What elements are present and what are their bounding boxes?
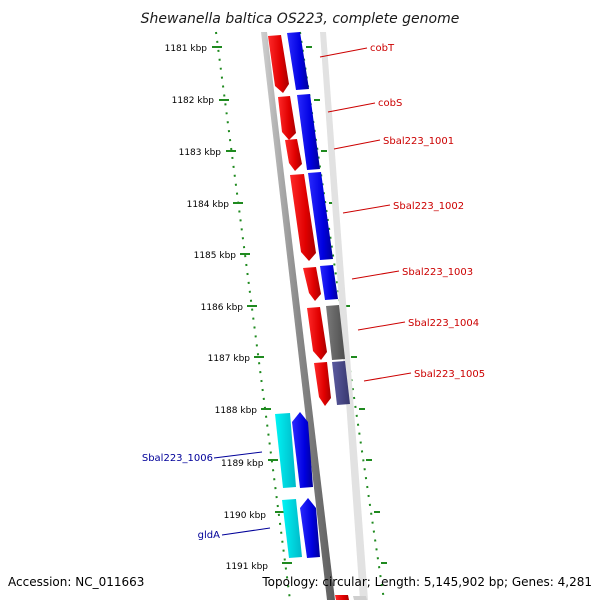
- leader-gldA: [221, 527, 271, 536]
- ruler-right-line: [299, 31, 385, 600]
- ruler-label: 1181 kbp: [165, 44, 208, 54]
- gene-Sbal223_1005-feature[interactable]: [314, 362, 331, 406]
- cog-gldA-feature[interactable]: [300, 498, 320, 558]
- ruler-label: 1190 kbp: [224, 511, 267, 521]
- gene-Sbal223_1003-feature[interactable]: [303, 267, 321, 301]
- ruler-label: 1187 kbp: [208, 354, 251, 364]
- gene-Sbal223_1006-feature[interactable]: [275, 413, 296, 488]
- ruler-label: 1183 kbp: [179, 148, 222, 158]
- gene-bottom-feature[interactable]: [335, 595, 349, 600]
- cog-track: [287, 32, 367, 600]
- ruler-label: 1188 kbp: [215, 406, 258, 416]
- forward-genes: [268, 35, 349, 600]
- leader-Sbal223_1003: [351, 270, 400, 280]
- gene-label-cobT[interactable]: cobT: [370, 43, 395, 54]
- ruler-label: 1189 kbp: [221, 459, 264, 469]
- cog-cobS-feature[interactable]: [297, 94, 320, 170]
- gene-Sbal223_1004-feature[interactable]: [307, 307, 327, 360]
- leader-cobS: [327, 102, 376, 113]
- label-leaders: [213, 47, 412, 536]
- ruler-label: 1182 kbp: [172, 96, 215, 106]
- cog-Sbal223_1003-feature[interactable]: [320, 265, 338, 300]
- cog-Sbal223_1002-feature[interactable]: [308, 172, 333, 260]
- ruler-label: 1191 kbp: [226, 562, 269, 572]
- gene-Sbal223_1001-feature[interactable]: [285, 139, 302, 171]
- leader-Sbal223_1004: [357, 321, 406, 331]
- leader-Sbal223_1006: [213, 451, 263, 459]
- genome-backbone: [261, 32, 368, 600]
- gene-label-gldA[interactable]: gldA: [198, 530, 220, 541]
- cog-cobT-feature[interactable]: [287, 32, 309, 90]
- cog-bottom-feature[interactable]: [353, 596, 367, 600]
- gene-cobS-feature[interactable]: [278, 96, 296, 140]
- gene-label-Sbal223_1001[interactable]: Sbal223_1001: [383, 136, 454, 147]
- gene-label-Sbal223_1003[interactable]: Sbal223_1003: [402, 267, 473, 278]
- ruler-left-line: [215, 31, 291, 600]
- leader-Sbal223_1005: [363, 372, 412, 382]
- leader-cobT: [319, 47, 368, 58]
- cog-Sbal223_1005-feature[interactable]: [332, 361, 350, 405]
- reverse-genes: [275, 413, 302, 558]
- gene-Sbal223_1002-feature[interactable]: [290, 174, 316, 261]
- gene-cobT-feature[interactable]: [268, 35, 289, 93]
- ruler-ticks: [212, 46, 387, 564]
- gene-labels: cobT cobS Sbal223_1001 Sbal223_1002 Sbal…: [142, 43, 485, 541]
- ruler-labels: 1181 kbp 1182 kbp 1183 kbp 1184 kbp 1185…: [165, 44, 269, 572]
- topology-text: Topology: circular; Length: 5,145,902 bp…: [261, 575, 592, 589]
- leader-Sbal223_1001: [333, 139, 381, 150]
- ruler-label: 1186 kbp: [201, 303, 244, 313]
- gene-label-Sbal223_1004[interactable]: Sbal223_1004: [408, 318, 479, 329]
- gene-label-Sbal223_1005[interactable]: Sbal223_1005: [414, 369, 485, 380]
- gene-label-Sbal223_1006[interactable]: Sbal223_1006: [142, 453, 213, 464]
- gene-label-Sbal223_1002[interactable]: Sbal223_1002: [393, 201, 464, 212]
- cog-Sbal223_1004-feature[interactable]: [326, 305, 345, 360]
- map-title: Shewanella baltica OS223, complete genom…: [141, 11, 460, 27]
- gene-label-cobS[interactable]: cobS: [378, 98, 402, 109]
- leader-Sbal223_1002: [342, 204, 391, 214]
- cog-Sbal223_1006-feature[interactable]: [292, 412, 313, 488]
- accession-text: Accession: NC_011663: [8, 575, 144, 589]
- ruler-label: 1185 kbp: [194, 251, 237, 261]
- gene-gldA-feature[interactable]: [282, 499, 302, 558]
- ruler-label: 1184 kbp: [187, 200, 230, 210]
